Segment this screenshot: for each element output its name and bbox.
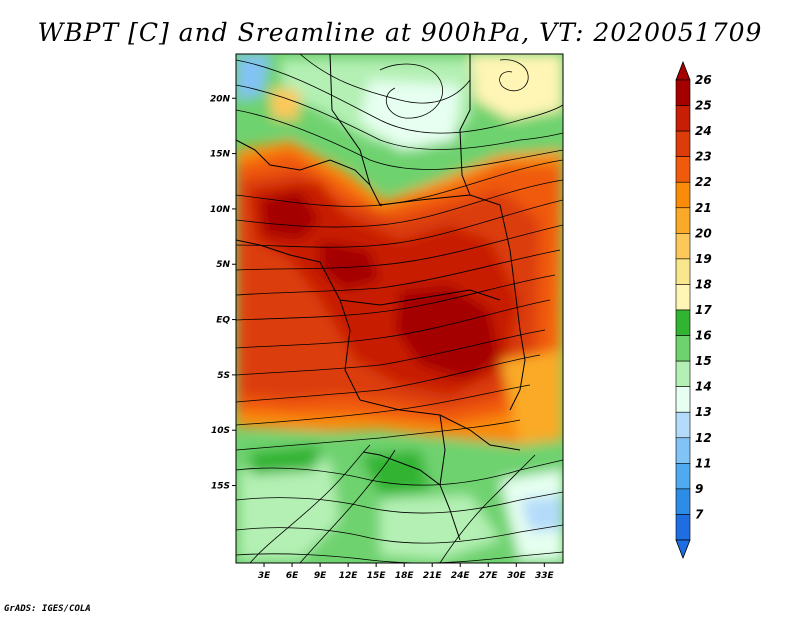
lon-tick-label: 3E	[258, 571, 271, 581]
colorbar-label: 20	[695, 226, 712, 240]
colorbar-label: 15	[695, 354, 712, 368]
colorbar-swatch	[675, 156, 691, 183]
colorbar-label: 16	[695, 329, 712, 343]
colorbar-label: 17	[695, 303, 712, 317]
colorbar-swatch	[675, 79, 691, 106]
colorbar-label: 9	[695, 482, 703, 496]
colorbar-label: 7	[695, 507, 704, 521]
colorbar-swatch	[675, 437, 691, 464]
streamlines	[236, 54, 563, 563]
lon-tick-label: 15E	[367, 571, 387, 581]
lon-tick-label: 33E	[535, 571, 555, 581]
lon-tick-label: 18E	[395, 571, 415, 581]
lat-tick-label: 5N	[216, 260, 230, 270]
colorbar-swatch	[675, 181, 691, 209]
colorbar-label: 24	[695, 124, 712, 138]
map-frame	[235, 53, 564, 564]
grads-credit: GrADS: IGES/COLA	[4, 604, 91, 614]
colorbar-swatch	[675, 105, 691, 132]
colorbar-swatch	[675, 488, 691, 515]
lon-tick-label: 9E	[314, 571, 327, 581]
colorbar-swatch	[675, 233, 691, 260]
colorbar: 26 25 24 23 22 21 20 19 18 17 16 15 14 13 12 11 9 7	[675, 60, 712, 560]
colorbar-swatch	[675, 258, 691, 285]
colorbar-swatch	[675, 309, 691, 336]
lat-tick-label: 15N	[210, 150, 231, 160]
lat-tick-label: EQ	[216, 316, 230, 326]
colorbar-label: 25	[695, 99, 712, 113]
colorbar-swatch	[675, 335, 691, 362]
lon-tick-label: 24E	[451, 571, 471, 581]
country-borders	[236, 54, 526, 541]
colorbar-label: 13	[695, 405, 712, 419]
colorbar-label: 12	[695, 431, 712, 445]
colorbar-swatch	[675, 207, 691, 234]
colorbar-swatch	[675, 360, 691, 387]
colorbar-label: 14	[695, 380, 712, 394]
lat-tick-label: 15S	[211, 482, 230, 492]
colorbar-swatch	[675, 386, 691, 413]
lon-tick-label: 27E	[479, 571, 499, 581]
colorbar-swatch	[675, 514, 691, 541]
chart-title: WBPT [C] and Sreamline at 900hPa, VT: 20…	[37, 18, 763, 47]
colorbar-label: 26	[695, 73, 712, 87]
colorbar-swatch	[675, 463, 691, 490]
lon-tick-label: 30E	[507, 571, 527, 581]
colorbar-label: 18	[695, 277, 712, 291]
wbpt-shading	[236, 54, 563, 563]
colorbar-label: 11	[695, 456, 712, 470]
colorbar-label: 23	[695, 150, 712, 164]
lat-tick-label: 20N	[210, 94, 231, 104]
lon-tick-label: 21E	[423, 571, 443, 581]
lat-tick-label: 10N	[210, 205, 231, 215]
colorbar-label: 21	[695, 201, 712, 215]
colorbar-swatch	[675, 284, 691, 311]
lon-tick-label: 6E	[286, 571, 299, 581]
lon-tick-label: 12E	[339, 571, 359, 581]
colorbar-top-arrow	[675, 60, 691, 81]
colorbar-bottom-arrow	[675, 539, 691, 560]
lat-tick-label: 10S	[211, 426, 230, 436]
colorbar-label: 22	[695, 175, 712, 189]
latitude-axis: 20N 15N 10N 5N EQ 5S 10S 15S	[210, 94, 236, 492]
lat-tick-label: 5S	[217, 371, 230, 381]
longitude-axis: 3E 6E 9E 12E 15E 18E 21E 24E 27E 30E 33E	[258, 563, 555, 581]
colorbar-swatch	[675, 130, 691, 157]
colorbar-label: 19	[695, 252, 712, 266]
colorbar-swatch	[675, 411, 691, 439]
